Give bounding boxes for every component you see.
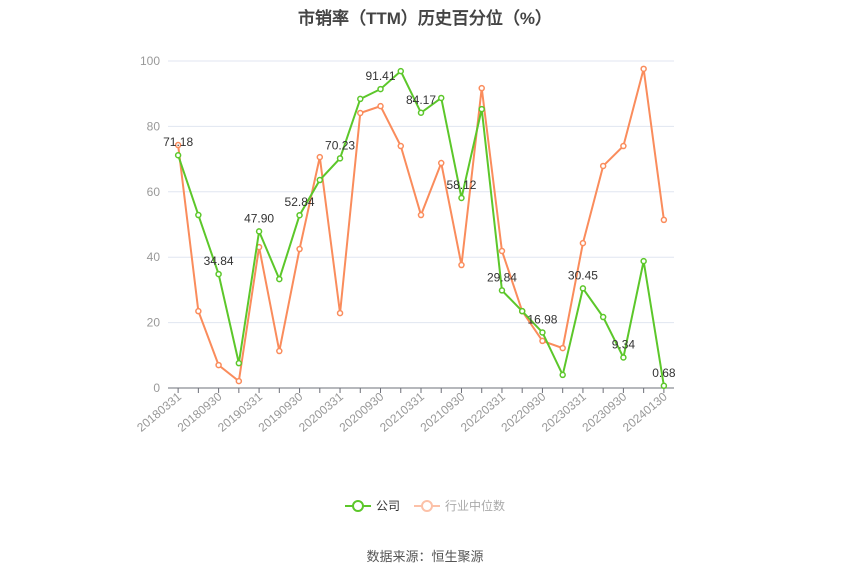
data-point-1 (458, 261, 465, 269)
data-label: 0.68 (652, 366, 676, 380)
data-label: 91.41 (366, 69, 396, 83)
data-point-0 (660, 382, 668, 390)
y-tick-label: 100 (140, 54, 160, 68)
data-point-1 (579, 239, 587, 247)
data-point-0 (215, 270, 222, 278)
series-line-0 (177, 69, 665, 386)
x-tick-label: 20240130 (620, 389, 670, 434)
data-label: 84.17 (406, 93, 436, 107)
data-point-1 (296, 245, 303, 253)
data-point-0 (316, 176, 324, 184)
data-point-0 (357, 95, 364, 103)
data-point-0 (498, 287, 506, 294)
data-point-1 (215, 361, 222, 369)
data-point-0 (458, 194, 465, 202)
chart-title: 市销率（TTM）历史百分位（%） (297, 9, 553, 28)
data-point-1 (316, 153, 324, 161)
data-point-1 (174, 141, 182, 149)
legend-marker-company-icon (344, 499, 371, 512)
data-label: 52.84 (285, 195, 315, 209)
y-tick-label: 20 (147, 316, 161, 330)
data-point-0 (579, 285, 587, 292)
data-point-1 (620, 142, 627, 150)
data-point-1 (336, 309, 344, 317)
data-point-1 (599, 162, 607, 170)
data-point-1 (195, 307, 202, 315)
data-source: 数据来源：恒生聚源 (366, 549, 484, 564)
y-tick-label: 80 (147, 119, 161, 133)
data-point-0 (559, 371, 566, 379)
data-point-1 (357, 109, 364, 117)
legend-label-company: 公司 (375, 499, 400, 513)
data-label: 47.90 (244, 211, 274, 225)
data-point-1 (397, 142, 405, 150)
data-point-0 (620, 354, 627, 361)
data-point-0 (235, 359, 243, 367)
data-point-0 (478, 105, 485, 113)
data-point-1 (660, 216, 668, 224)
data-point-1 (498, 247, 506, 255)
data-point-1 (559, 344, 566, 352)
legend-item-industry-median[interactable]: 行业中位数 (414, 497, 505, 514)
data-point-0 (397, 67, 405, 75)
data-label: 58.12 (446, 178, 476, 192)
data-point-1 (235, 377, 243, 385)
data-label: 16.98 (527, 312, 557, 326)
legend: 公司 行业中位数 (0, 497, 850, 514)
data-point-0 (336, 155, 344, 162)
data-point-0 (640, 257, 647, 265)
data-point-0 (276, 275, 283, 283)
y-tick-label: 0 (153, 381, 160, 395)
data-point-1 (478, 84, 485, 92)
data-label: 30.45 (568, 268, 598, 282)
data-label: 29.84 (487, 270, 517, 284)
data-label: 34.84 (204, 254, 234, 268)
data-point-0 (539, 329, 546, 336)
data-point-1 (437, 159, 445, 167)
data-point-1 (640, 65, 647, 73)
line-chart: 0204060801002018033120180930201903312019… (134, 54, 676, 435)
data-point-0 (195, 211, 202, 219)
data-point-0 (518, 307, 526, 315)
y-tick-label: 60 (147, 185, 161, 199)
data-point-1 (417, 211, 425, 219)
data-point-0 (296, 211, 303, 219)
legend-marker-industry-icon (414, 499, 440, 512)
data-label: 70.23 (325, 138, 355, 152)
data-label: 9.34 (612, 337, 636, 351)
data-point-1 (539, 337, 546, 345)
data-point-0 (377, 85, 384, 93)
legend-label-industry-median: 行业中位数 (445, 499, 506, 513)
data-point-0 (255, 228, 263, 235)
data-point-0 (437, 94, 445, 102)
data-point-0 (599, 313, 607, 321)
legend-item-company[interactable]: 公司 (344, 497, 400, 514)
data-point-1 (276, 347, 283, 355)
data-label: 71.18 (163, 135, 193, 149)
data-point-1 (377, 102, 384, 110)
data-point-0 (417, 109, 425, 117)
data-point-0 (174, 151, 182, 159)
y-tick-label: 40 (147, 250, 161, 264)
